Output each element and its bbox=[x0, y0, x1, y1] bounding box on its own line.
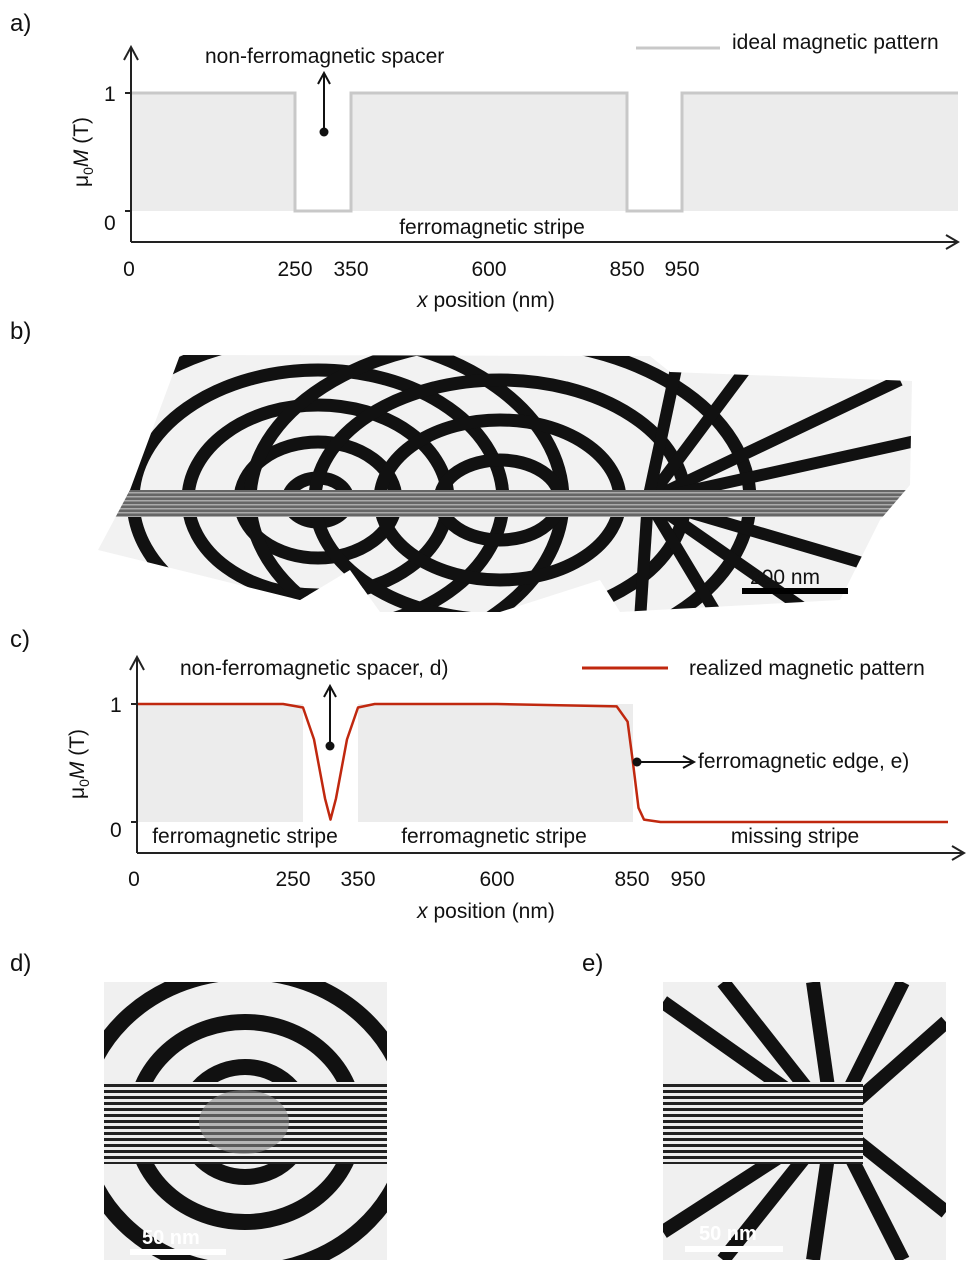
y-axis-label: μ0M (T) bbox=[66, 729, 92, 799]
x-tick-label-250: 250 bbox=[275, 868, 310, 891]
annotation-dot bbox=[319, 127, 329, 137]
panel-label-e: e) bbox=[582, 950, 604, 977]
x-axis-label: x position (nm) bbox=[416, 289, 555, 312]
realized-pattern-line bbox=[137, 702, 948, 824]
x-tick-label-0: 0 bbox=[123, 258, 135, 281]
stripe-region bbox=[137, 704, 303, 822]
realized-pattern-chart: 1 0 0 250 350 600 850 950 x position (nm… bbox=[66, 654, 966, 923]
x-tick-label-850: 850 bbox=[614, 868, 649, 891]
y-axis-label: μ0M (T) bbox=[70, 117, 96, 187]
stripe-region bbox=[682, 93, 958, 211]
annotation-spacer: non-ferromagnetic spacer bbox=[205, 45, 444, 68]
annotation-stripe-2: ferromagnetic stripe bbox=[401, 825, 587, 848]
x-tick-label-250: 250 bbox=[277, 258, 312, 281]
y-tick-label-0: 0 bbox=[104, 212, 116, 235]
scale-bar-label-b: 200 nm bbox=[750, 566, 820, 589]
edge-arrowhead bbox=[682, 755, 697, 769]
x-axis-arrowhead bbox=[945, 234, 960, 250]
y-tick-label-0: 0 bbox=[110, 819, 122, 842]
scale-bar-d bbox=[130, 1249, 226, 1255]
panel-label-c: c) bbox=[10, 626, 30, 653]
stripe-band bbox=[663, 1082, 863, 1164]
annotation-edge: ferromagnetic edge, e) bbox=[698, 750, 909, 773]
x-tick-label-600: 600 bbox=[479, 868, 514, 891]
x-axis-arrowhead bbox=[951, 845, 966, 861]
spacer-zoom-image: 50 nm bbox=[104, 982, 387, 1260]
ideal-pattern-line bbox=[131, 91, 958, 213]
stripe-region bbox=[131, 93, 295, 211]
y-tick-label-1: 1 bbox=[110, 694, 122, 717]
x-tick-label-350: 350 bbox=[333, 258, 368, 281]
spacer-region bbox=[199, 1090, 289, 1154]
panel-label-b: b) bbox=[10, 318, 32, 345]
annotation-dot bbox=[325, 741, 335, 751]
x-tick-label-350: 350 bbox=[340, 868, 375, 891]
panel-label-a: a) bbox=[10, 10, 32, 37]
x-tick-label-950: 950 bbox=[664, 258, 699, 281]
edge-zoom-image: 50 nm bbox=[663, 982, 946, 1260]
panel-label-d: d) bbox=[10, 950, 32, 977]
x-tick-label-0: 0 bbox=[128, 868, 140, 891]
y-axis-arrowhead bbox=[129, 654, 145, 671]
ideal-pattern-chart: 1 0 0 250 350 600 850 950 x position (nm… bbox=[70, 31, 960, 312]
x-tick-label-850: 850 bbox=[609, 258, 644, 281]
annotation-arrowhead bbox=[317, 70, 331, 85]
x-tick-label-600: 600 bbox=[471, 258, 506, 281]
holography-mosaic-image: 200 nm bbox=[98, 355, 912, 612]
y-axis-arrowhead bbox=[123, 44, 139, 61]
x-tick-label-950: 950 bbox=[670, 868, 705, 891]
scale-bar-b bbox=[742, 588, 848, 594]
annotation-spacer: non-ferromagnetic spacer, d) bbox=[180, 657, 448, 680]
scale-bar-label-e: 50 nm bbox=[699, 1223, 757, 1245]
y-tick-label-1: 1 bbox=[104, 83, 116, 106]
x-axis-label: x position (nm) bbox=[416, 900, 555, 923]
legend-label: realized magnetic pattern bbox=[689, 657, 925, 680]
annotation-stripe: ferromagnetic stripe bbox=[399, 216, 585, 239]
annotation-missing: missing stripe bbox=[731, 825, 859, 848]
annotation-arrowhead bbox=[323, 683, 337, 698]
legend-label: ideal magnetic pattern bbox=[732, 31, 939, 54]
stripe-region bbox=[358, 704, 633, 822]
stripe-band bbox=[98, 490, 912, 517]
stripe-region bbox=[351, 93, 627, 211]
scale-bar-label-d: 50 nm bbox=[142, 1227, 200, 1249]
annotation-stripe-1: ferromagnetic stripe bbox=[152, 825, 338, 848]
scale-bar-e bbox=[685, 1246, 783, 1252]
